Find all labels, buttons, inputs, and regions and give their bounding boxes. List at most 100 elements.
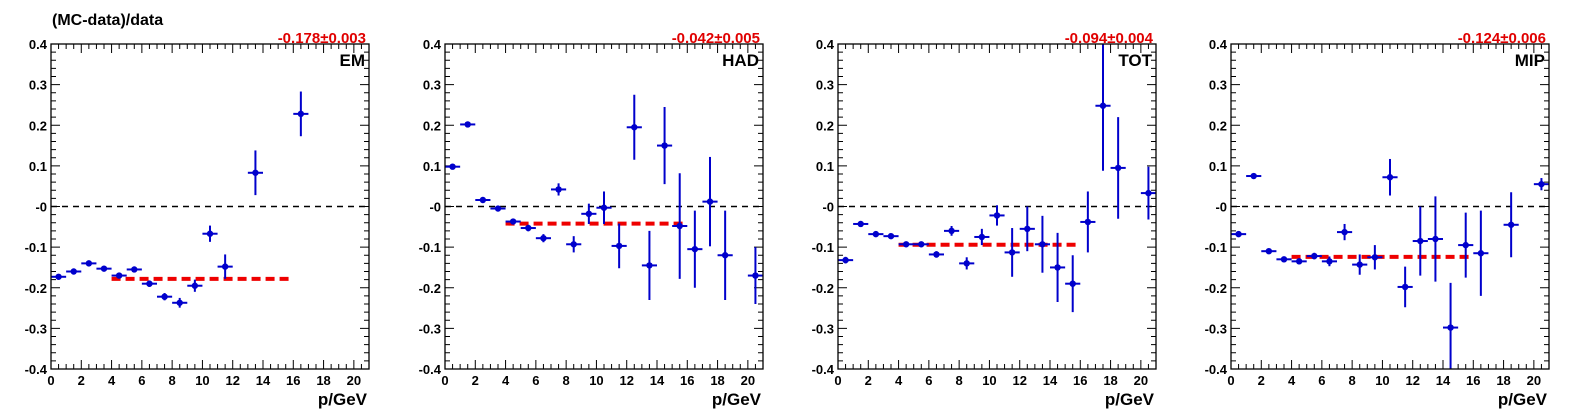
data-point <box>55 273 62 280</box>
panel-label: MIP <box>1515 51 1545 70</box>
x-tick-label: 20 <box>1527 373 1541 388</box>
data-point <box>631 124 638 131</box>
y-tick-label: 0.3 <box>816 78 834 93</box>
data-point <box>887 232 895 240</box>
x-tick-label: 0 <box>47 373 54 388</box>
data-point <box>1462 241 1469 249</box>
data-point <box>963 260 970 267</box>
data-point <box>191 282 199 289</box>
fit-result: -0.124±0.006 <box>1458 30 1546 47</box>
x-tick-label: 4 <box>502 373 510 388</box>
data-point <box>993 212 1001 219</box>
x-tick-label: 2 <box>1258 373 1265 388</box>
x-tick-label: 4 <box>108 373 116 388</box>
x-tick-label: 6 <box>925 373 932 388</box>
data-point <box>1008 249 1016 256</box>
x-tick-label: 16 <box>286 373 300 388</box>
y-tick-label: -0 <box>822 200 834 215</box>
panel-label: TOT <box>1118 51 1152 70</box>
x-tick-label: 18 <box>710 373 724 388</box>
data-point <box>721 252 729 259</box>
y-tick-label: 0.3 <box>29 78 47 93</box>
y-tick-label: -0.3 <box>812 321 834 336</box>
data-point <box>1099 102 1107 109</box>
data-point <box>933 251 940 258</box>
y-tick-label: -0.1 <box>1205 240 1227 255</box>
x-tick-label: 8 <box>956 373 963 388</box>
x-tick-label: 0 <box>1227 373 1234 388</box>
data-point <box>1341 228 1348 236</box>
x-tick-label: 6 <box>138 373 145 388</box>
data-point <box>525 224 532 232</box>
y-tick-label: -0.2 <box>812 281 834 296</box>
x-tick-label: 6 <box>1318 373 1325 388</box>
x-tick-label: 10 <box>1375 373 1389 388</box>
data-point <box>1326 258 1333 265</box>
y-tick-label: -0 <box>429 200 441 215</box>
data-point <box>540 234 547 242</box>
x-tick-label: 2 <box>865 373 872 388</box>
data-point <box>115 272 123 279</box>
data-point <box>494 205 502 212</box>
data-point <box>948 227 955 235</box>
x-tick-label: 4 <box>895 373 903 388</box>
x-tick-label: 6 <box>532 373 539 388</box>
panel-label: EM <box>340 51 366 70</box>
y-tick-label: 0.4 <box>29 37 48 52</box>
data-point <box>297 110 305 118</box>
y-axis-label: (MC-data)/data <box>52 12 163 29</box>
plot-frame <box>1230 43 1550 370</box>
data-point <box>918 241 925 248</box>
data-point <box>978 233 986 241</box>
data-point <box>615 242 623 250</box>
data-point <box>221 263 229 270</box>
y-tick-label: -0 <box>35 200 47 215</box>
x-axis-label: p/GeV <box>318 390 368 409</box>
data-point <box>691 245 699 253</box>
data-point <box>1386 174 1394 181</box>
panel-label: HAD <box>722 51 759 70</box>
data-point <box>600 204 608 211</box>
data-point <box>570 241 577 248</box>
x-tick-label: 12 <box>619 373 633 388</box>
data-point <box>706 198 714 205</box>
y-tick-label: 0.2 <box>29 118 47 133</box>
y-tick-label: -0.1 <box>812 240 834 255</box>
plot-frame <box>444 43 764 370</box>
data-point <box>1417 237 1424 245</box>
y-tick-label: -0.2 <box>25 281 47 296</box>
y-tick-label: -0.2 <box>419 281 441 296</box>
data-point <box>646 262 653 269</box>
x-tick-label: 8 <box>1349 373 1356 388</box>
plot-frame <box>50 43 370 370</box>
data-point <box>585 210 593 218</box>
x-tick-label: 12 <box>1012 373 1026 388</box>
y-tick-label: 0.1 <box>423 159 441 174</box>
y-tick-label: 0.3 <box>1209 78 1227 93</box>
data-point <box>252 169 259 176</box>
data-point <box>1069 280 1076 287</box>
x-tick-label: 20 <box>741 373 755 388</box>
x-tick-label: 14 <box>256 373 271 388</box>
y-tick-label: 0.1 <box>1209 159 1227 174</box>
data-point <box>1432 235 1439 243</box>
x-tick-label: 16 <box>1073 373 1087 388</box>
data-point <box>1401 283 1409 291</box>
panel-mip: -0.4 -0.3 -0.2 -0.1 -0 0.1 0.2 0.3 0.4 0 2 4 6 8 10 12 1… <box>1205 30 1550 409</box>
x-tick-label: 20 <box>1134 373 1148 388</box>
y-tick-label: -0.4 <box>419 362 442 377</box>
x-tick-label: 16 <box>1466 373 1480 388</box>
data-point <box>842 256 849 264</box>
y-tick-label: -0.4 <box>25 362 48 377</box>
x-tick-label: 20 <box>347 373 361 388</box>
y-tick-label: 0.2 <box>816 118 834 133</box>
data-point <box>1371 254 1379 261</box>
x-tick-label: 18 <box>316 373 330 388</box>
x-tick-label: 18 <box>1103 373 1117 388</box>
data-point <box>464 121 471 128</box>
data-point <box>1039 241 1046 248</box>
x-tick-label: 14 <box>650 373 665 388</box>
data-point <box>902 241 910 248</box>
y-tick-label: -0.1 <box>25 240 47 255</box>
data-point <box>1265 247 1273 255</box>
